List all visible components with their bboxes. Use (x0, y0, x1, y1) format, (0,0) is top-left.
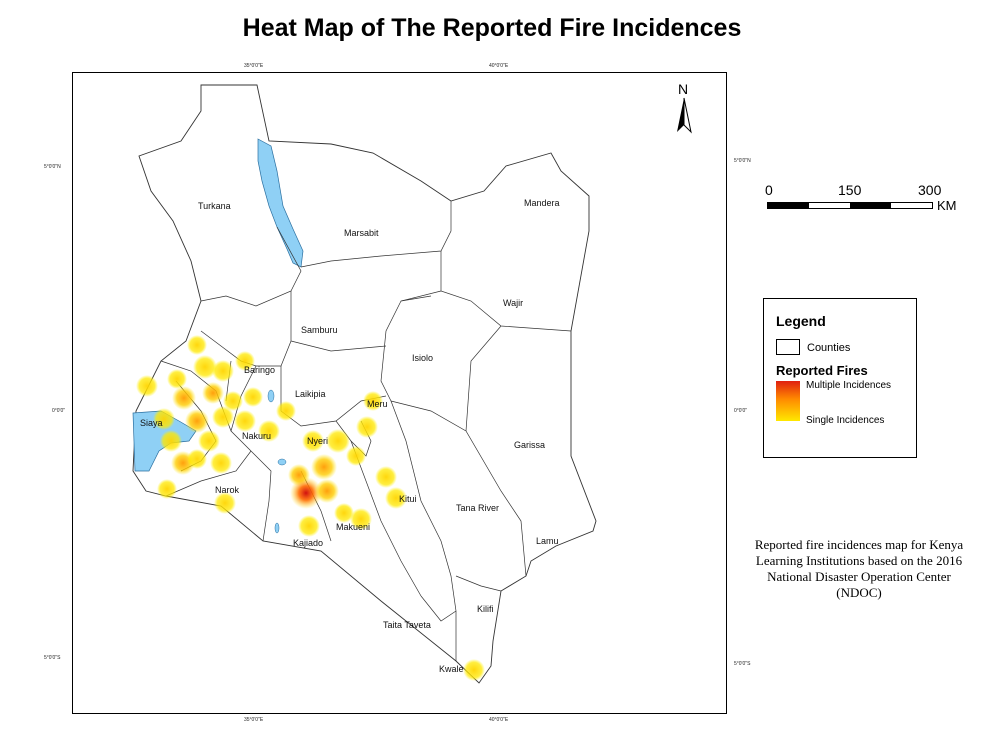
scale-label-0: 0 (765, 182, 773, 198)
county-label-mandera: Mandera (524, 198, 560, 208)
map-title: Heat Map of The Reported Fire Incidences (242, 14, 742, 42)
fire-spot (212, 406, 234, 428)
scale-label-150: 150 (838, 182, 862, 198)
fire-spot (234, 410, 256, 432)
fire-gradient-swatch (776, 381, 800, 421)
legend-title: Legend (776, 313, 826, 329)
county-label-garissa: Garissa (514, 440, 545, 450)
fire-spot (311, 454, 337, 480)
tick-right-5n: 5°0'0"N (734, 158, 751, 164)
counties-swatch (776, 339, 800, 355)
kenya-map: Turkana Marsabit Mandera Wajir Samburu I… (132, 84, 597, 684)
county-label-samburu: Samburu (301, 325, 338, 335)
fire-spot (210, 452, 232, 474)
fire-spot (157, 479, 177, 499)
fire-spot (193, 355, 217, 379)
tick-bottom-40e: 40°0'0"E (489, 717, 509, 723)
tick-top-35e: 35°0'0"E (244, 63, 264, 69)
reported-fires-title: Reported Fires (776, 363, 868, 378)
legend-box: Legend Counties Reported Fires Multiple … (763, 298, 917, 458)
county-label-taita-taveta: Taita Taveta (383, 620, 431, 630)
fire-spot (212, 360, 234, 382)
tick-right-eq: 0°0'0" (734, 408, 748, 414)
county-label-meru: Meru (367, 399, 388, 409)
county-label-tana-river: Tana River (456, 503, 499, 513)
county-label-kajiado: Kajiado (293, 538, 323, 548)
heat-spots (136, 335, 485, 681)
lake-naivasha (277, 458, 287, 466)
county-label-kilifi: Kilifi (477, 604, 494, 614)
north-arrow-icon (677, 98, 684, 132)
county-label-narok: Narok (215, 485, 240, 495)
map-caption: Reported fire incidences map for Kenya L… (754, 537, 964, 600)
fire-spot (185, 409, 209, 433)
tick-left-5s: 5°0'0"S (44, 655, 61, 661)
county-label-kwale: Kwale (439, 664, 464, 674)
fire-spot (363, 391, 383, 411)
tick-left-5n: 5°0'0"N (44, 164, 61, 170)
single-incidences-label: Single Incidences (806, 415, 885, 426)
fire-spot (214, 492, 236, 514)
fire-spot (334, 503, 354, 523)
fire-spot (356, 416, 378, 438)
county-label-marsabit: Marsabit (344, 228, 379, 238)
county-label-lamu: Lamu (536, 536, 559, 546)
north-arrow-icon-half (683, 97, 692, 134)
fire-spot (202, 382, 224, 404)
fire-spot (198, 430, 220, 452)
fire-spot (223, 391, 243, 411)
county-label-turkana: Turkana (198, 201, 231, 211)
county-label-nyeri: Nyeri (307, 436, 328, 446)
fire-spot (326, 429, 350, 453)
county-label-baringo: Baringo (244, 365, 275, 375)
lake-magadi (274, 522, 280, 534)
tick-bottom-35e: 35°0'0"E (244, 717, 264, 723)
fire-spot (235, 351, 255, 371)
fire-spot (258, 420, 280, 442)
county-label-isiolo: Isiolo (412, 353, 433, 363)
fire-spot (167, 369, 187, 389)
north-label: N (678, 81, 688, 97)
fire-spot (160, 430, 182, 452)
fire-spot (187, 449, 207, 469)
fire-spot (136, 375, 158, 397)
county-label-laikipia: Laikipia (295, 389, 326, 399)
map-frame: Turkana Marsabit Mandera Wajir Samburu I… (72, 72, 727, 714)
fire-spot (385, 487, 407, 509)
fire-spot (375, 466, 397, 488)
fire-spot (302, 430, 324, 452)
fire-spot (153, 408, 175, 430)
scale-bar: 0 150 300 KM (765, 182, 975, 222)
lake-turkana (257, 138, 304, 268)
fire-spot (315, 479, 339, 503)
fire-spot (298, 515, 320, 537)
county-label-wajir: Wajir (503, 298, 523, 308)
county-label-nakuru: Nakuru (242, 431, 271, 441)
north-arrow: N (665, 80, 705, 140)
fire-spot (172, 386, 196, 410)
tick-left-eq: 0°0'0" (52, 408, 66, 414)
kenya-outline (132, 84, 597, 684)
county-label-siaya: Siaya (140, 418, 163, 428)
scale-track (767, 202, 933, 209)
county-label-makueni: Makueni (336, 522, 370, 532)
counties-label: Counties (807, 342, 851, 354)
fire-spot (187, 335, 207, 355)
county-labels: Turkana Marsabit Mandera Wajir Samburu I… (140, 198, 560, 674)
fire-spot (276, 401, 296, 421)
fire-spot (463, 659, 485, 681)
fire-spot (350, 508, 372, 530)
fire-spot-multiple (290, 477, 322, 509)
tick-top-40e: 40°0'0"E (489, 63, 509, 69)
lake-baringo (267, 389, 275, 403)
scale-unit: KM (937, 198, 957, 213)
scale-label-300: 300 (918, 182, 942, 198)
fire-spot (243, 387, 263, 407)
county-label-kitui: Kitui (399, 494, 417, 504)
tick-right-5s: 5°0'0"S (734, 661, 751, 667)
multiple-incidences-label: Multiple Incidences (806, 380, 892, 391)
fire-spot (346, 446, 366, 466)
